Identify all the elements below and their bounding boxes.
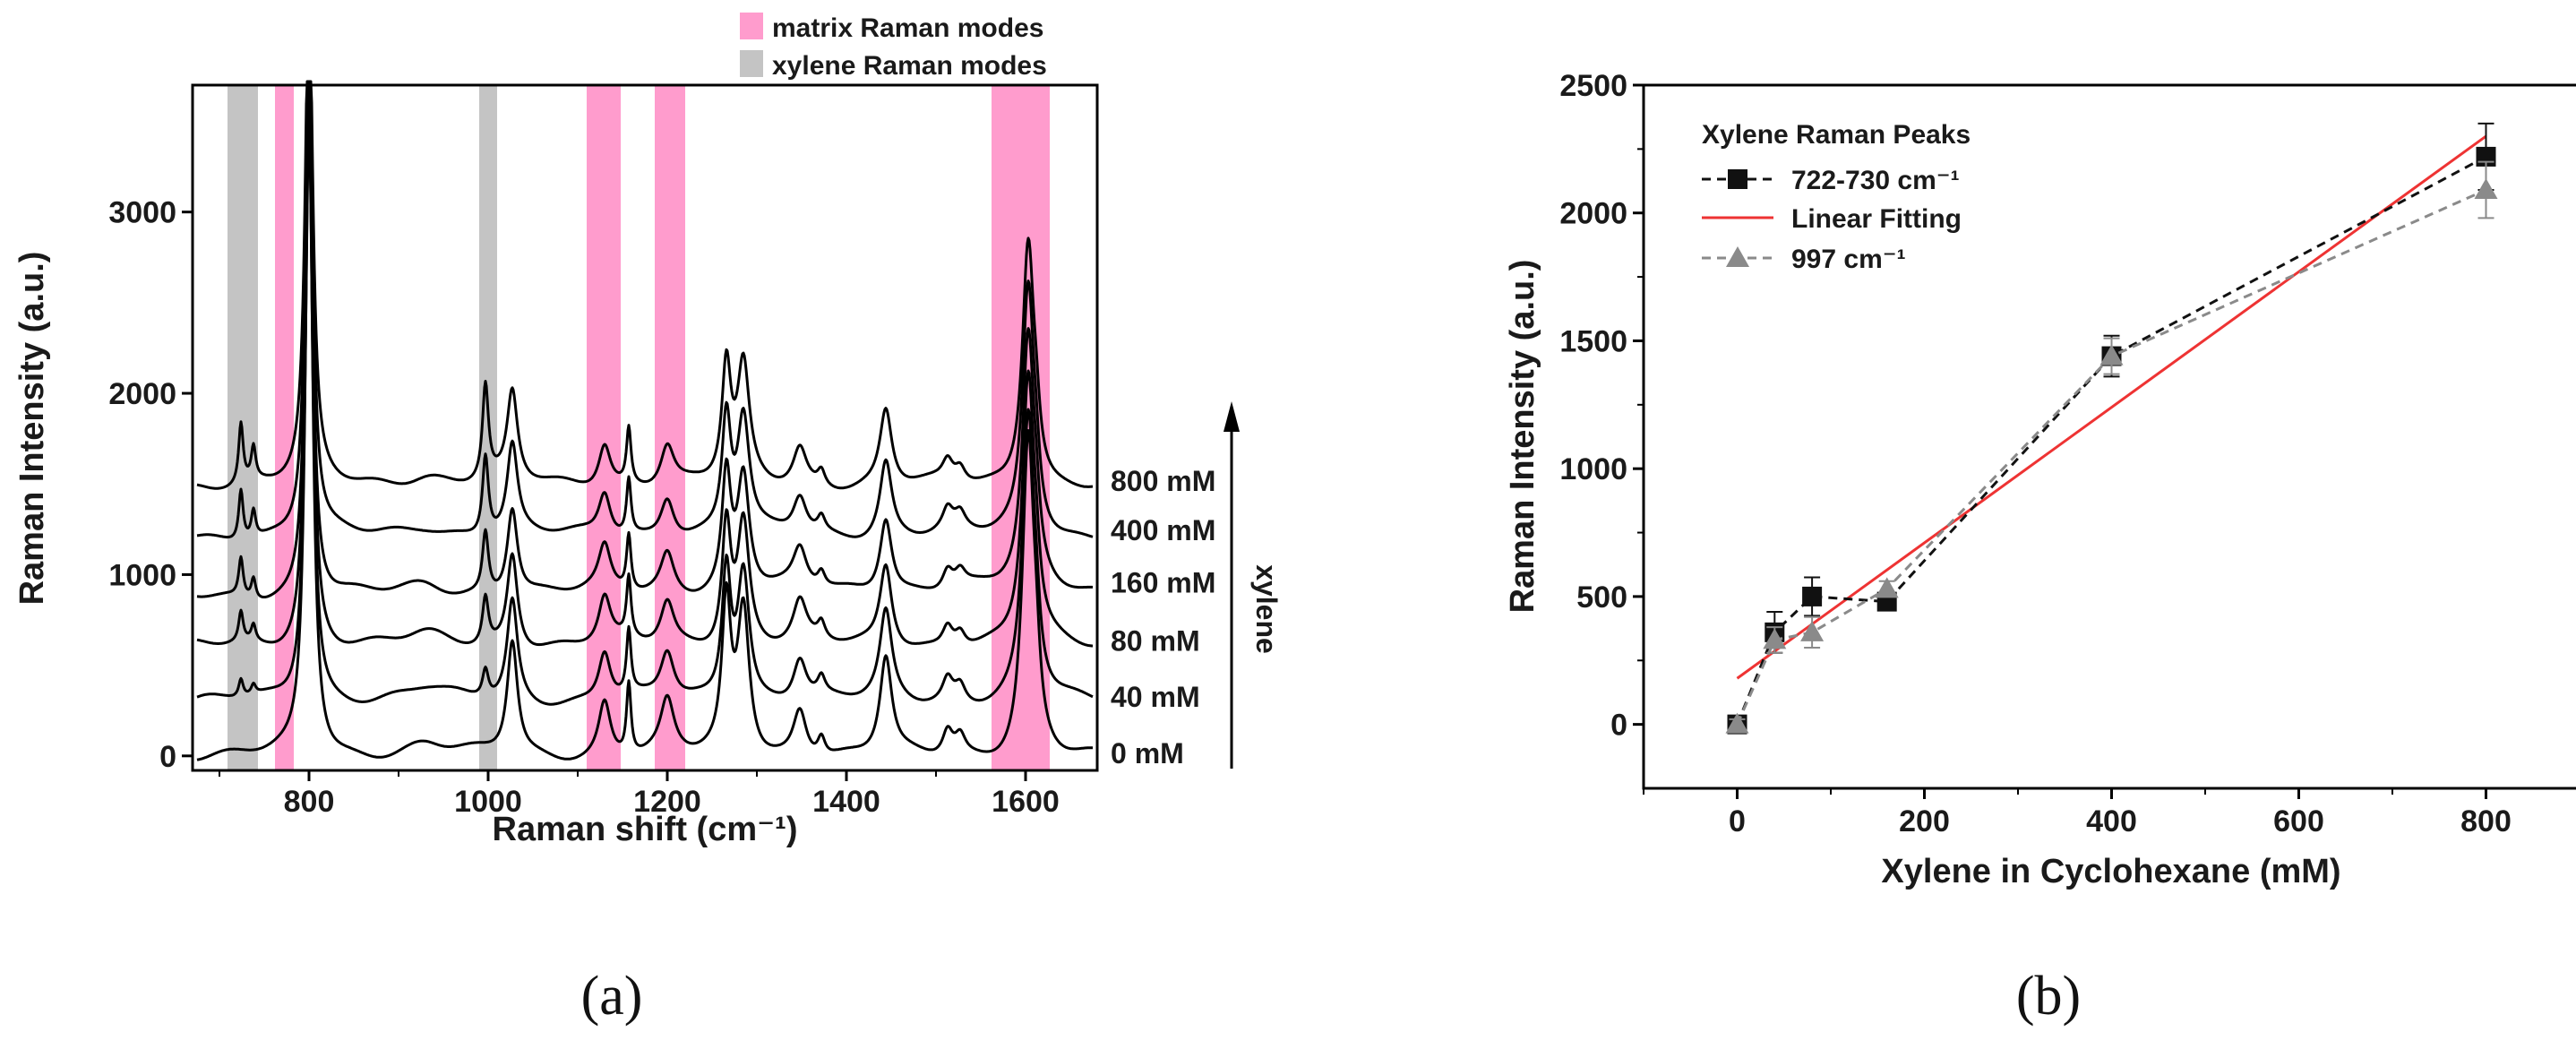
b-xtick-label: 0 xyxy=(1729,804,1746,838)
b-legend-marker-triangle xyxy=(1726,246,1749,267)
a-ytick-label: 2000 xyxy=(108,377,176,411)
a-x-axis-title: Raman shift (cm⁻¹) xyxy=(493,811,798,848)
a-legend-label-matrix: matrix Raman modes xyxy=(772,13,1043,43)
a-legend-swatch-xylene xyxy=(740,50,763,77)
b-xtick-label: 800 xyxy=(2460,804,2512,838)
b-ytick-label: 2000 xyxy=(1559,197,1627,231)
b-series-group xyxy=(1725,122,2498,735)
b-point-triangle xyxy=(1875,577,1899,598)
b-series-line-square xyxy=(1736,155,2487,726)
a-spectrum-0-mM xyxy=(196,100,1094,761)
a-spectrum-160-mM xyxy=(196,90,1094,598)
b-xtick-label: 600 xyxy=(2273,804,2324,838)
a-xtick-label: 1000 xyxy=(454,785,522,819)
a-series-label-40-mM: 40 mM xyxy=(1111,681,1200,713)
b-ytick-label: 0 xyxy=(1610,709,1627,743)
b-legend-marker-square xyxy=(1728,169,1747,189)
b-point-triangle xyxy=(1800,620,1825,641)
a-legend-swatch-matrix xyxy=(740,13,763,39)
a-spectrum-800-mM xyxy=(196,80,1094,490)
a-ytick-label: 0 xyxy=(159,740,176,774)
b-x-axis-title: Xylene in Cyclohexane (mM) xyxy=(1881,853,2340,890)
b-legend-label-triangle: 997 cm⁻¹ xyxy=(1791,245,1906,274)
caption-b: (b) xyxy=(2016,966,2081,1027)
a-xtick-label: 1400 xyxy=(812,785,880,819)
b-fit-line xyxy=(1736,134,2487,680)
a-legend: matrix Raman modes xylene Raman modes xyxy=(740,13,1047,81)
a-legend-label-xylene: xylene Raman modes xyxy=(772,51,1047,81)
b-point-triangle xyxy=(2474,178,2498,200)
a-series-label-80-mM: 80 mM xyxy=(1111,624,1200,657)
a-series-label-400-mM: 400 mM xyxy=(1111,514,1215,546)
a-spectrum-400-mM xyxy=(196,80,1094,539)
b-plot-frame xyxy=(1642,83,2576,790)
b-series-line-triangle xyxy=(1736,188,2487,726)
a-series-label-800-mM: 800 mM xyxy=(1111,465,1215,497)
a-xtick-label: 800 xyxy=(284,785,335,819)
a-xylene-arrow-label: xylene xyxy=(1250,564,1283,654)
caption-a: (a) xyxy=(581,966,643,1027)
panel-b: 0 200 400 600 800 0 500 1000 1500 2000 2500 Xylene… xyxy=(1504,69,2576,890)
a-series-label-0-mM: 0 mM xyxy=(1111,737,1184,770)
a-ytick-label: 3000 xyxy=(108,196,176,230)
a-xtick-label: 1600 xyxy=(992,785,1060,819)
a-series-labels: 0 mM 40 mM 80 mM 160 mM 400 mM 800 mM xyxy=(1111,465,1215,770)
b-legend: Xylene Raman Peaks 722-730 cm⁻¹ Linear F… xyxy=(1702,120,1971,274)
b-ytick-label: 2500 xyxy=(1559,69,1627,103)
a-band-matrix-1 xyxy=(275,85,294,770)
a-spectrum-40-mM xyxy=(196,124,1094,706)
a-spectra xyxy=(196,80,1094,761)
b-xtick-label: 200 xyxy=(1899,804,1950,838)
b-ytick-label: 1000 xyxy=(1559,452,1627,486)
panel-a: 800 1000 1200 1400 1600 0 1000 2000 3000 Raman s… xyxy=(13,13,1283,848)
b-legend-title: Xylene Raman Peaks xyxy=(1702,120,1971,150)
b-point-triangle xyxy=(1725,712,1749,734)
b-y-axis-title: Raman Intensity (a.u.) xyxy=(1504,260,1541,614)
b-point-square xyxy=(1802,586,1823,606)
b-point-triangle xyxy=(1763,628,1787,649)
b-xtick-label: 400 xyxy=(2086,804,2137,838)
b-fit-group xyxy=(1736,134,2487,680)
a-ticks: 800 1000 1200 1400 1600 0 1000 2000 3000 xyxy=(108,196,1059,819)
b-ticks: 0 200 400 600 800 0 500 1000 1500 2000 2500 xyxy=(1559,69,2512,838)
a-highlight-bands xyxy=(228,85,1050,770)
a-xylene-arrow-head xyxy=(1224,401,1240,432)
b-point-triangle xyxy=(2099,344,2124,365)
b-legend-label-square: 722-730 cm⁻¹ xyxy=(1791,166,1960,195)
b-legend-label-fit: Linear Fitting xyxy=(1791,204,1962,234)
a-plot-frame xyxy=(191,83,1099,772)
b-ytick-label: 1500 xyxy=(1559,324,1627,358)
a-y-axis-title: Raman Intensity (a.u.) xyxy=(13,252,51,606)
b-ytick-label: 500 xyxy=(1576,580,1627,615)
a-xtick-label: 1200 xyxy=(633,785,701,819)
a-series-label-160-mM: 160 mM xyxy=(1111,567,1215,599)
a-spectrum-80-mM xyxy=(196,102,1094,648)
a-band-matrix-3 xyxy=(587,85,621,770)
a-ytick-label: 1000 xyxy=(108,558,176,592)
